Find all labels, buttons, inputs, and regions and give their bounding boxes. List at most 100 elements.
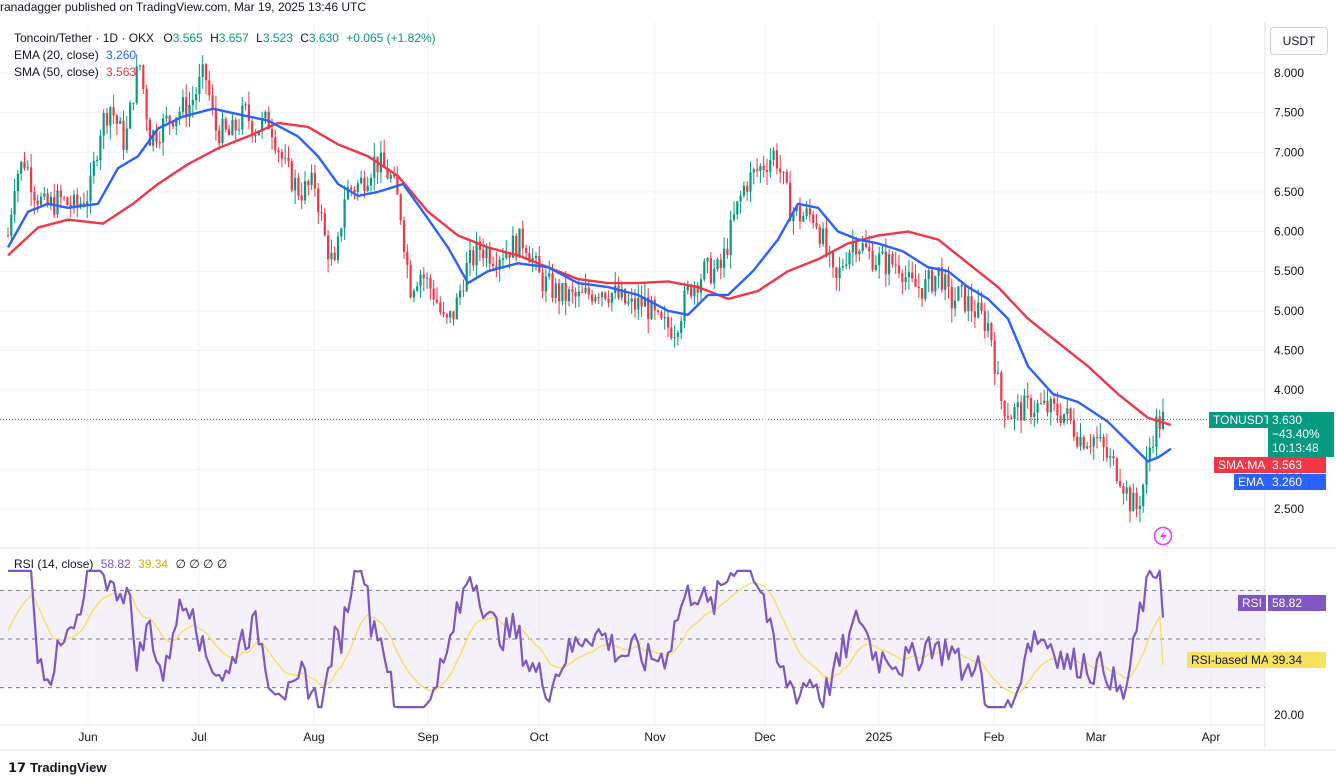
candle-body <box>973 311 976 318</box>
candle-body <box>244 104 247 106</box>
candle-body <box>204 64 208 81</box>
candle-body <box>1142 484 1145 507</box>
candle-body <box>132 102 135 104</box>
candle-body <box>320 212 323 214</box>
candle-body <box>604 292 607 299</box>
candle-body <box>716 259 719 269</box>
candle-body <box>59 190 62 198</box>
candle-body <box>1016 402 1019 408</box>
candle-body <box>798 205 802 222</box>
candle-body <box>287 157 290 162</box>
candle-body <box>1119 481 1122 487</box>
candle-body <box>680 320 683 333</box>
candle-body <box>518 228 521 258</box>
candle-body <box>756 169 759 172</box>
candle-body <box>1069 408 1072 421</box>
candle-body <box>571 289 574 292</box>
candle-body <box>234 119 237 131</box>
candle-body <box>224 118 227 130</box>
candle-body <box>274 137 277 151</box>
candle-body <box>1138 506 1141 510</box>
symbol-label: Toncoin/Tether · 1D · OKX <box>14 31 155 45</box>
rsi-line <box>8 569 1165 709</box>
open-value: 3.565 <box>172 31 203 45</box>
candle-body <box>478 241 481 250</box>
candle-body <box>835 267 838 279</box>
brand-name: TradingView <box>30 760 107 775</box>
candle-body <box>762 165 765 170</box>
candle-body <box>878 253 881 266</box>
candle-body <box>1102 436 1105 448</box>
candle-body <box>1161 411 1165 430</box>
time-tick-label: 2025 <box>866 730 893 744</box>
sma-legend[interactable]: SMA (50, close) 3.563 <box>14 65 136 79</box>
candle-body <box>561 282 564 302</box>
candle-body <box>508 252 511 258</box>
rsi-ma-line <box>7 582 1164 694</box>
tradingview-logo[interactable]: 𝟭𝟳 TradingView <box>8 760 106 776</box>
candle-body <box>393 174 396 177</box>
candle-body <box>402 220 406 252</box>
rsi-ma-tag-label: RSI-based MA <box>1187 652 1274 668</box>
candle-body <box>1000 372 1003 402</box>
candle-body <box>937 267 940 276</box>
rsi-tag-value: 58.82 <box>1268 595 1326 611</box>
candle-body <box>650 299 653 320</box>
candle-body <box>795 205 798 212</box>
candle-body <box>940 267 943 290</box>
candle-body <box>86 201 89 206</box>
rsi-legend[interactable]: RSI (14, close) 58.82 39.34 ∅ ∅ ∅ ∅ <box>14 557 227 571</box>
candle-body <box>607 298 610 303</box>
candle-body <box>488 248 491 264</box>
candle-body <box>567 289 571 302</box>
candle-body <box>881 251 884 254</box>
candle-body <box>495 265 498 269</box>
ema-legend[interactable]: EMA (20, close) 3.260 <box>14 48 136 62</box>
candle-body <box>336 236 340 261</box>
close-value: 3.630 <box>308 31 339 45</box>
sma-value: 3.563 <box>106 65 137 79</box>
candle-body <box>1066 408 1069 415</box>
candle-body <box>1003 401 1006 417</box>
candle-body <box>891 254 894 265</box>
candle-body <box>1128 487 1132 512</box>
candle-body <box>574 291 577 297</box>
candle-body <box>822 228 825 245</box>
candle-body <box>670 327 673 338</box>
candle-body <box>663 317 666 319</box>
candle-body <box>617 285 620 298</box>
candle-body <box>1043 400 1046 404</box>
candle-body <box>1026 395 1029 399</box>
candle-body <box>911 272 914 279</box>
candle-body <box>432 288 435 300</box>
main-legend[interactable]: Toncoin/Tether · 1D · OKX O3.565 H3.657 … <box>14 31 436 45</box>
candle-body <box>10 214 13 236</box>
candle-body <box>930 270 934 292</box>
candle-body <box>435 299 439 303</box>
candle-body <box>693 285 696 297</box>
candle-body <box>26 167 29 169</box>
candle-body <box>845 264 848 267</box>
candle-body <box>993 340 996 374</box>
candle-body <box>214 108 217 131</box>
candle-body <box>868 247 871 252</box>
candle-body <box>254 135 257 137</box>
candle-body <box>185 97 188 118</box>
lightning-icon[interactable] <box>1153 526 1173 546</box>
candle-body <box>584 287 587 293</box>
candle-body <box>310 172 313 186</box>
price-change: −43.40% <box>1272 427 1320 441</box>
candle-body <box>333 252 336 261</box>
currency-button[interactable]: USDT <box>1270 27 1328 55</box>
candle-body <box>412 290 415 298</box>
candle-body <box>749 172 752 192</box>
candle-body <box>630 298 633 302</box>
candle-body <box>732 214 736 220</box>
candle-body <box>1115 458 1118 482</box>
change-value: +0.065 (+1.82%) <box>346 31 436 45</box>
candle-body <box>640 297 643 307</box>
candle-body <box>208 80 211 96</box>
candle-body <box>805 208 808 217</box>
candle-body <box>376 156 379 173</box>
